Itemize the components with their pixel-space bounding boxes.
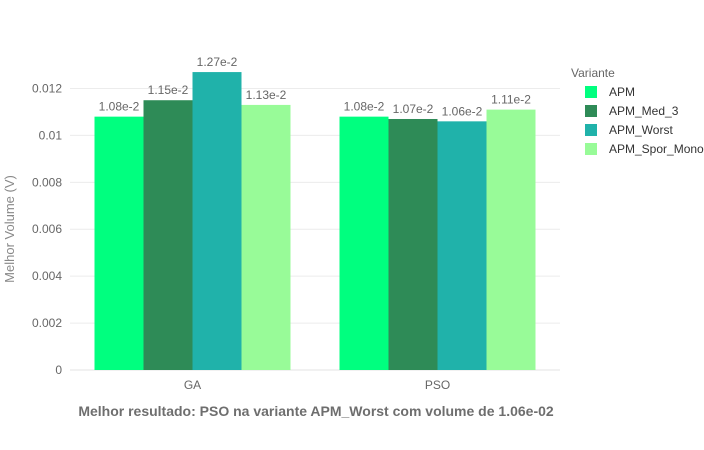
data-label: 1.13e-2 xyxy=(246,88,287,102)
data-label: 1.07e-2 xyxy=(393,102,434,116)
legend-swatch xyxy=(585,105,597,117)
legend-item-label: APM xyxy=(609,85,635,99)
bar-apm-ga xyxy=(94,116,144,371)
data-label: 1.06e-2 xyxy=(442,104,483,118)
bar-apm-med-3-pso xyxy=(388,118,438,370)
legend-swatch xyxy=(585,124,597,136)
legend-item-label: APM_Spor_Mono xyxy=(609,142,704,156)
data-label: 1.27e-2 xyxy=(197,55,238,69)
bar-apm-spor-mono-pso xyxy=(486,109,536,371)
bar-apm-worst-pso xyxy=(437,121,487,370)
x-axis-label: Melhor resultado: PSO na variante APM_Wo… xyxy=(78,403,554,419)
y-tick-label: 0.004 xyxy=(32,269,62,283)
bar-apm-pso xyxy=(339,116,389,371)
data-label: 1.11e-2 xyxy=(491,93,531,107)
y-tick-label: 0.008 xyxy=(32,175,62,189)
data-label: 1.08e-2 xyxy=(99,100,140,114)
legend-title: Variante xyxy=(571,66,615,80)
legend-item-label: APM_Med_3 xyxy=(609,104,679,118)
y-tick-labels: 0 0.002 0.004 0.006 0.008 0.01 0.012 xyxy=(32,81,62,377)
legend-swatch xyxy=(585,143,597,155)
data-labels: 1.08e-2 1.15e-2 1.27e-2 1.13e-2 1.08e-2 1.07e… xyxy=(99,55,532,118)
y-tick-label: 0.012 xyxy=(32,81,62,95)
x-tick-labels: GA PSO xyxy=(184,378,450,392)
bars-group xyxy=(94,72,536,371)
bar-apm-med-3-ga xyxy=(143,100,193,371)
y-tick-label: 0.01 xyxy=(39,128,63,142)
y-tick-label: 0 xyxy=(55,363,62,377)
legend-swatch xyxy=(585,86,597,98)
y-axis-label: Melhor Volume (V) xyxy=(2,175,17,283)
data-label: 1.15e-2 xyxy=(148,83,189,97)
x-tick-label: GA xyxy=(184,378,201,392)
y-tick-label: 0.006 xyxy=(32,222,62,236)
bar-apm-spor-mono-ga xyxy=(241,104,291,370)
y-tick-label: 0.002 xyxy=(32,316,62,330)
data-label: 1.08e-2 xyxy=(344,100,385,114)
x-tick-label: PSO xyxy=(425,378,450,392)
legend-item-label: APM_Worst xyxy=(609,123,673,137)
bar-apm-worst-ga xyxy=(192,72,242,370)
legend: Variante APM APM_Med_3 APM_Worst APM_Spor_M… xyxy=(571,66,704,156)
